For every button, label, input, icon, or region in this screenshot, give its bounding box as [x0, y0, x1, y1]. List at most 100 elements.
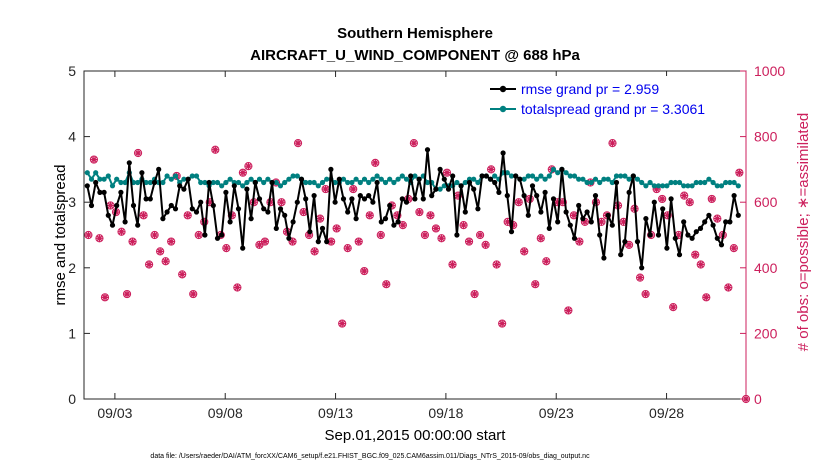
- obs-count-point: [669, 303, 678, 312]
- spread-point: [710, 179, 716, 186]
- spread-point: [576, 176, 582, 182]
- rmse-point: [387, 202, 393, 209]
- spread-point: [706, 176, 712, 182]
- spread-point: [651, 183, 657, 189]
- obs-assimilated-marker: [509, 221, 517, 229]
- rmse-point: [315, 239, 321, 245]
- spread-point: [718, 183, 725, 189]
- rmse-point: [420, 196, 426, 202]
- rmse-point: [227, 219, 233, 225]
- spread-point: [97, 176, 103, 182]
- x-axis: 09/03 09/08 09/13 09/18 09/23 09/28: [97, 71, 684, 421]
- obs-count-point: [409, 139, 418, 148]
- spread-point: [282, 179, 288, 186]
- rmse-point: [538, 209, 544, 215]
- legend-spread-marker: [499, 105, 507, 113]
- obs-assimilated-marker: [222, 244, 230, 252]
- obs-assimilated-marker: [432, 224, 440, 233]
- rmse-point: [668, 196, 674, 202]
- rmse-point: [416, 176, 422, 182]
- spread-point: [592, 176, 599, 182]
- spread-point: [412, 173, 418, 179]
- spread-point: [366, 179, 372, 186]
- spread-point: [349, 179, 355, 186]
- obs-count-point: [144, 260, 154, 269]
- spread-point: [84, 170, 90, 176]
- rmse-point: [88, 202, 95, 209]
- rmse-point: [571, 235, 578, 241]
- spread-point: [189, 173, 195, 179]
- obs-assimilated-marker: [95, 234, 104, 242]
- spread-point: [248, 176, 254, 182]
- rmse-point: [130, 202, 137, 209]
- spread-point: [193, 173, 200, 179]
- rmse-point: [139, 170, 145, 176]
- obs-count-point: [707, 194, 716, 204]
- spread-point: [345, 179, 351, 186]
- obs-count-point: [531, 280, 540, 289]
- rmse-point: [454, 232, 460, 238]
- rmse-point: [466, 179, 473, 186]
- x-tick-label: 09/13: [318, 405, 353, 421]
- spread-point: [391, 179, 397, 186]
- spread-point: [508, 173, 515, 179]
- rmse-point: [492, 179, 498, 186]
- spread-point: [147, 179, 153, 186]
- y-axis-right: 0 200 400 600 800 1000: [740, 63, 785, 407]
- obs-assimilated-marker: [134, 149, 142, 157]
- obs-count-point: [431, 224, 441, 233]
- obs-assimilated-marker: [448, 260, 457, 269]
- rmse-series-layer: [84, 147, 741, 271]
- rmse-point: [345, 209, 351, 215]
- x-tick-label: 09/23: [539, 405, 574, 421]
- rmse-point: [311, 193, 317, 199]
- spread-point: [101, 176, 107, 182]
- rmse-point: [181, 186, 187, 192]
- obs-count-point: [316, 214, 325, 223]
- rmse-point: [718, 242, 725, 248]
- rmse-point: [555, 219, 561, 225]
- rmse-point: [261, 206, 267, 212]
- obs-count-point: [122, 289, 132, 299]
- obs-count-point: [437, 234, 446, 243]
- rmse-point: [681, 219, 687, 225]
- obs-assimilated-marker: [349, 185, 357, 193]
- rmse-point: [408, 173, 414, 179]
- obs-assimilated-marker: [167, 237, 175, 246]
- spread-point: [378, 176, 384, 182]
- obs-assimilated-marker: [454, 192, 462, 200]
- spread-point: [697, 179, 704, 186]
- spread-point: [597, 179, 603, 186]
- obs-count-point: [691, 250, 700, 259]
- obs-count-point: [685, 198, 694, 207]
- spread-point: [643, 183, 649, 189]
- spread-point: [261, 179, 267, 186]
- obs-assimilated-marker: [90, 155, 98, 164]
- rmse-point: [324, 239, 330, 245]
- y-tick-label-left: 0: [68, 391, 76, 407]
- rmse-point: [361, 196, 368, 202]
- obs-count-point: [426, 211, 435, 220]
- obs-assimilated-marker: [470, 290, 479, 298]
- obs-count-point: [564, 306, 573, 315]
- rmse-point: [567, 222, 573, 228]
- rmse-point: [550, 196, 557, 202]
- obs-count-point: [293, 139, 303, 148]
- rmse-point: [697, 225, 704, 231]
- spread-point: [731, 179, 737, 186]
- obs-count-point: [382, 280, 391, 289]
- spread-point: [93, 170, 99, 176]
- rmse-point: [307, 229, 313, 235]
- rmse-point: [450, 173, 456, 179]
- rmse-point: [580, 216, 586, 222]
- obs-assimilated-marker: [608, 139, 617, 147]
- rmse-point: [156, 166, 162, 172]
- spread-point: [303, 179, 309, 186]
- rmse-point: [294, 199, 300, 205]
- rmse-point: [626, 189, 632, 195]
- obs-count-point: [371, 158, 380, 167]
- spread-point: [735, 183, 741, 189]
- spread-point: [307, 179, 313, 186]
- spread-point: [567, 173, 573, 179]
- rmse-point: [391, 222, 397, 228]
